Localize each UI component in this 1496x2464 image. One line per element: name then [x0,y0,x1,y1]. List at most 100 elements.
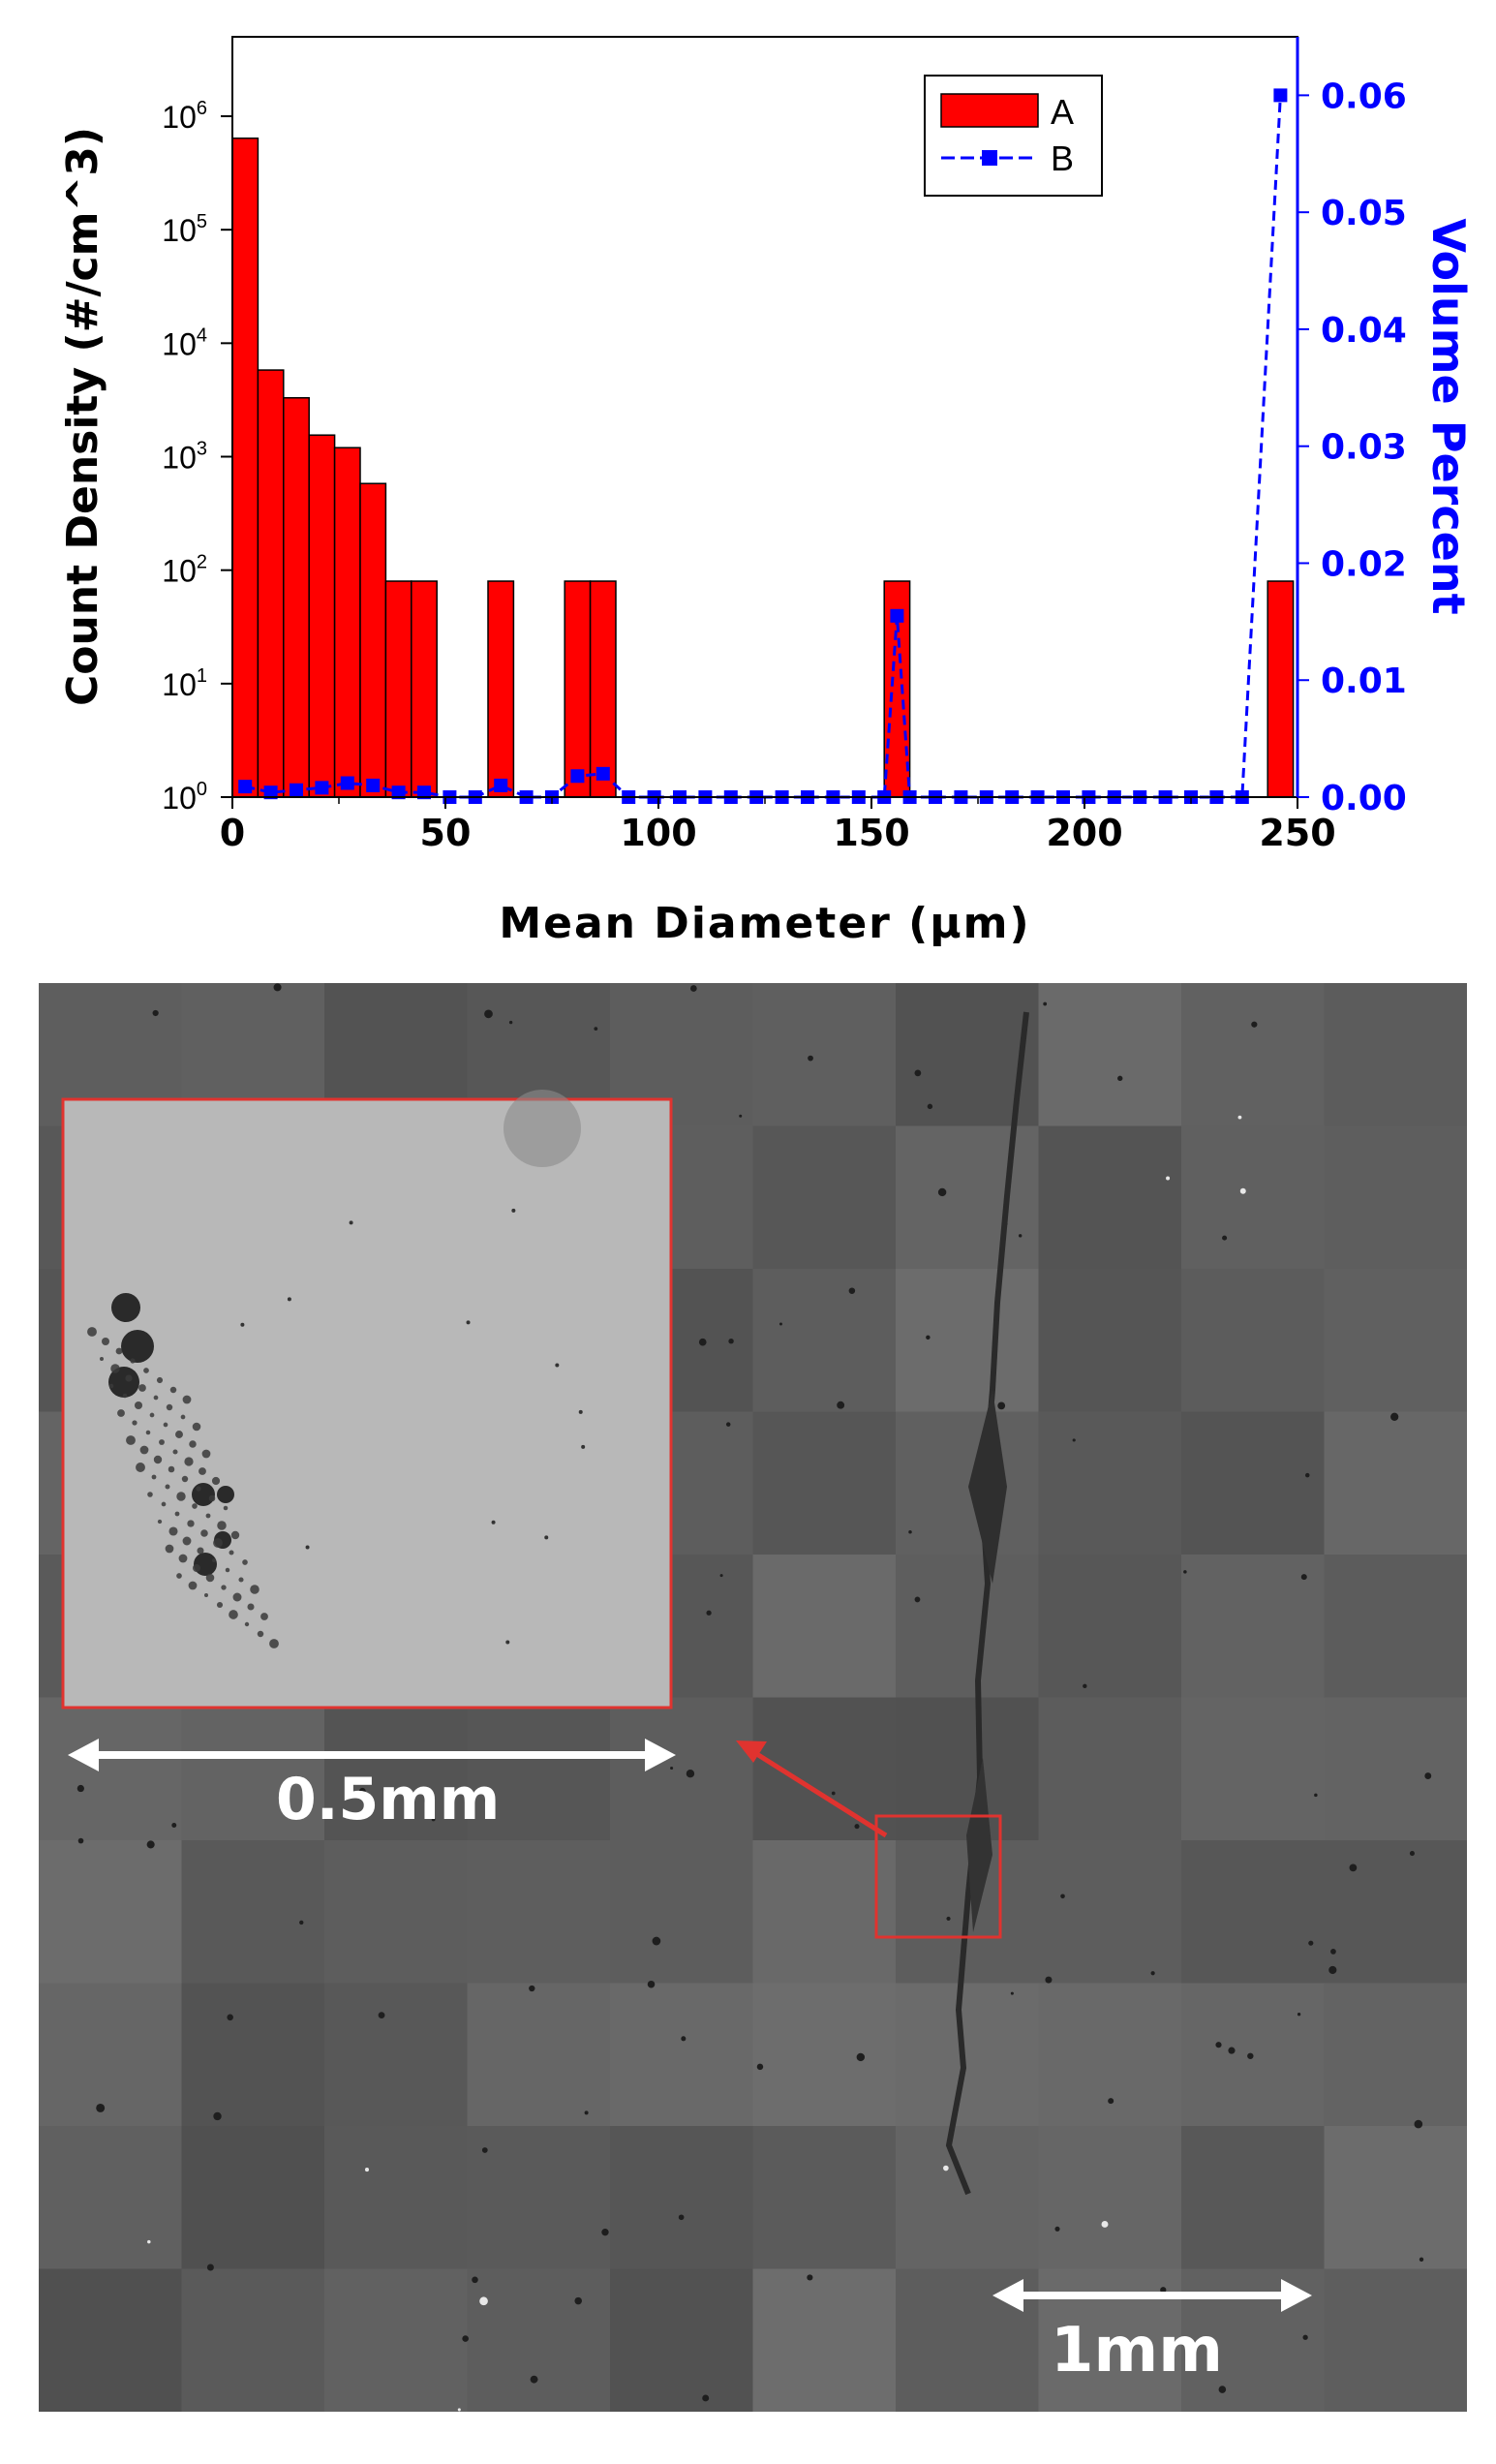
micrograph-tile [1038,1983,1182,2127]
pore [594,1027,598,1031]
inset-pore-small [145,1430,151,1435]
pore [1166,1176,1171,1181]
inset-pore-small [182,1536,192,1546]
inset-pore-large [194,1553,217,1576]
pore [1349,1863,1358,1872]
bar-a-5 [359,482,387,798]
inset-pore-small [205,1513,211,1519]
pore [1414,2119,1423,2129]
inset-pore-small [169,1386,177,1394]
inset-pore-small [205,1573,215,1583]
micrograph-tile [181,1840,325,1985]
pore [1239,1187,1246,1194]
inset-pore-small [132,1420,137,1426]
inset-pore-small [229,1610,238,1619]
pore [837,1401,845,1409]
point-b-13 [570,769,585,784]
micrograph-tile [752,1840,897,1985]
pore [462,2335,469,2342]
inset-pore-small [196,1486,201,1492]
micrograph-tile [1038,983,1182,1127]
y2-tick-label-4: 0.04 [1321,311,1407,351]
inset-pore-small [211,1557,217,1563]
bar-a-0 [231,137,260,798]
inset-pore-small [189,1440,197,1448]
micrograph-canvas [39,983,1467,2412]
micrograph-tile [39,1983,183,2127]
micrograph-tile [324,2126,469,2270]
bar-a-2 [283,397,310,798]
inset-pore-small [165,1544,174,1554]
inset-pore-small [168,1526,178,1536]
inset-pore-small [192,1503,198,1509]
pore [706,1610,712,1616]
y2-tick-label-6: 0.06 [1321,77,1407,116]
pore [848,1287,856,1294]
y2-tick-label-0: 0.00 [1321,779,1407,818]
inset-pore-small [157,1519,163,1525]
point-b-5 [366,778,381,792]
pore [1328,1965,1337,1975]
micrograph-tile [1181,1125,1326,1270]
inset-pore-small [221,1585,227,1590]
x-tick-label-3: 150 [833,812,909,854]
point-b-7 [417,785,431,800]
inset-pore-small [130,1358,136,1364]
pore [152,1009,159,1017]
micrograph-tile [1038,1840,1182,1985]
micrograph-tile [467,1983,611,2127]
inset-pore-small [136,1463,145,1472]
pore [647,1980,656,1988]
micrograph-tile [610,1983,754,2127]
pore [725,1422,731,1427]
pore [1409,1851,1415,1857]
y-tick-label-5: 105 [162,211,207,248]
x-tick-label-4: 200 [1046,812,1122,854]
y-tick-label-2: 102 [162,552,207,589]
pore [227,2014,233,2021]
x-tick-label-0: 0 [220,812,245,854]
inset-pore-small [229,1550,234,1555]
micrograph-tile [39,2268,183,2412]
inset-pore-large [192,1483,215,1506]
inset-pore-small [203,1592,209,1598]
micrograph-tile [896,1983,1040,2127]
pore [1297,2013,1301,2017]
micrograph-tile [1324,1555,1467,1699]
inset-pore-small [181,1475,189,1483]
inset-pore-small [153,1395,159,1401]
inset-pore-small [247,1603,255,1611]
point-b-41 [1273,88,1288,103]
micrograph-tile [1038,1125,1182,1270]
inset-scale-label: 0.5mm [276,1766,501,1833]
inset-pore-small [151,1474,157,1480]
micrograph-tile [1324,1983,1467,2127]
inset-pore-large [217,1486,234,1503]
inset-pore-small [172,1449,178,1455]
pore [914,1596,921,1603]
pore [756,2063,764,2071]
bar-a-9 [564,580,592,798]
x-tick-label-2: 100 [620,812,696,854]
inset-pore-small [153,1455,163,1464]
y2-tick-label-5: 0.05 [1321,194,1407,233]
inset-pore-small [305,1545,310,1550]
inset-pore-small [287,1297,291,1302]
pore [146,1840,155,1849]
pore [479,2296,488,2306]
micrograph-tile [467,2126,611,2270]
micrograph-tile [610,1840,754,1985]
pore [1054,2226,1060,2232]
micrograph-tile [896,1269,1040,1413]
bar-a-7 [411,580,438,798]
crack [945,1011,1029,2196]
pore [943,2165,949,2171]
inset-pore-small [240,1322,245,1327]
pore [1101,2220,1109,2228]
inset-pore-small [208,1494,216,1502]
micrograph-tile [752,2268,897,2412]
point-b-4 [340,776,354,790]
pore [481,2147,488,2153]
y-tick-label-1: 101 [162,665,207,702]
bar-a-12 [1267,580,1295,798]
